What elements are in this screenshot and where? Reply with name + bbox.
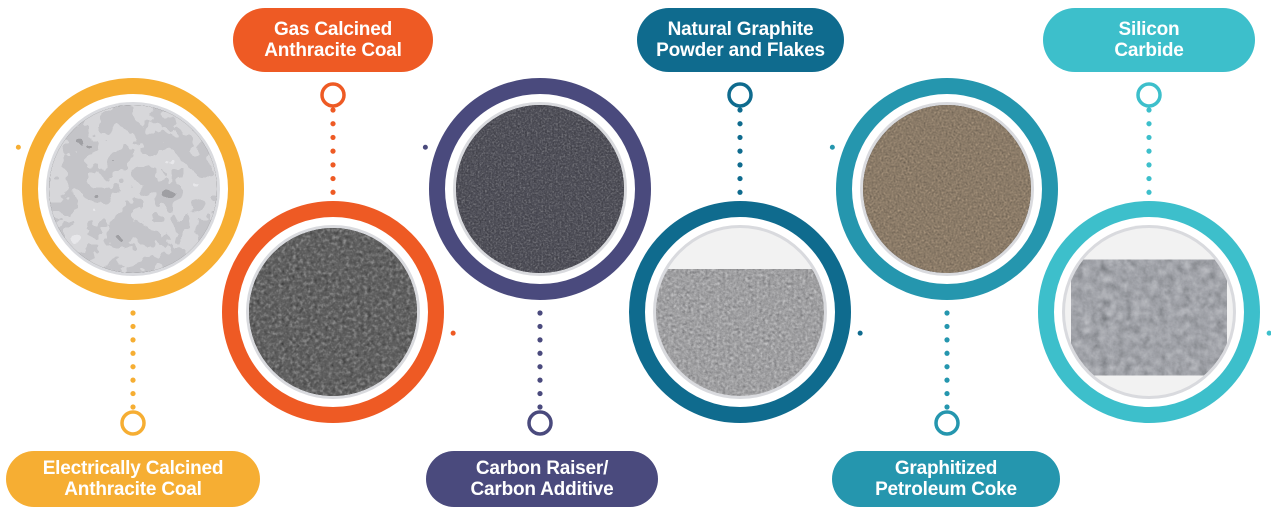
gas-calcined-anthracite-coal-connector-dot	[330, 121, 336, 127]
gas-calcined-anthracite-coal-connector-dot	[330, 162, 336, 168]
graphitized-petroleum-coke-connector-dot	[944, 364, 950, 370]
gas-calcined-anthracite-coal-label-line1: Gas Calcined	[274, 19, 392, 40]
silicon-carbide-connector-dot	[1146, 175, 1152, 182]
carbon-raiser-carbon-additive-label: Carbon Raiser/Carbon Additive	[426, 451, 658, 507]
silicon-carbide-label-line2: Carbide	[1114, 40, 1184, 61]
graphitized-petroleum-coke-connector-dot	[944, 390, 950, 397]
gas-calcined-anthracite-coal-connector-dot	[330, 107, 336, 113]
silicon-carbide-connector-dot	[1146, 121, 1152, 127]
natural-graphite-powder-and-flakes-ring	[629, 201, 851, 423]
electrically-calcined-anthracite-coal-connector-dot	[130, 404, 136, 410]
gas-calcined-anthracite-coal-label: Gas Calcined Anthracite Coal	[233, 8, 433, 72]
electrically-calcined-anthracite-coal-connector-dot	[130, 390, 136, 397]
gas-calcined-anthracite-coal-connector-dot	[330, 134, 336, 141]
carbon-raiser-carbon-additive-connector-dot	[537, 377, 543, 383]
natural-graphite-powder-and-flakes-photo	[656, 269, 824, 396]
electrically-calcined-anthracite-coal-connector-dot	[130, 323, 136, 330]
gas-calcined-anthracite-coal-ring	[222, 201, 444, 423]
carbon-raiser-carbon-additive-ring	[429, 78, 651, 300]
graphitized-petroleum-coke-photo	[863, 105, 1031, 273]
natural-graphite-powder-and-flakes-label-line1: Natural Graphite	[667, 19, 814, 40]
graphitized-petroleum-coke-ring	[836, 78, 1058, 300]
graphitized-petroleum-coke-connector-dot	[944, 323, 950, 330]
silicon-carbide-ring	[1038, 201, 1260, 423]
graphitized-petroleum-coke-connector-dot	[944, 377, 950, 383]
natural-graphite-powder-and-flakes-connector-dot	[737, 134, 743, 141]
gas-calcined-anthracite-coal-connector-dot	[330, 148, 336, 154]
electrically-calcined-anthracite-coal-label-line2: Anthracite Coal	[64, 479, 202, 500]
gas-calcined-anthracite-coal-photo	[249, 228, 417, 396]
silicon-carbide-marker-ring	[1136, 82, 1162, 108]
carbon-raiser-carbon-additive-connector-dot	[537, 404, 543, 410]
carbon-raiser-carbon-additive-label-line2: Carbon Additive	[470, 479, 614, 500]
electrically-calcined-anthracite-coal-connector-dot	[130, 310, 136, 316]
carbon-raiser-carbon-additive-photo	[456, 105, 624, 273]
silicon-carbide-label: Silicon Carbide	[1043, 8, 1255, 72]
silicon-carbide-connector-dot	[1146, 107, 1152, 113]
natural-graphite-powder-and-flakes-label: Natural Graphite Powder and Flakes	[637, 8, 844, 72]
silicon-carbide-connector-dot	[1146, 189, 1152, 195]
natural-graphite-powder-and-flakes-connector-dot	[737, 107, 743, 113]
graphitized-petroleum-coke-connector-dot	[944, 337, 950, 343]
silicon-carbide-label-line1: Silicon	[1118, 19, 1180, 40]
gas-calcined-anthracite-coal-label-line2: Anthracite Coal	[264, 40, 402, 61]
graphitized-petroleum-coke-label: Graphitized Petroleum Coke	[832, 451, 1060, 507]
silicon-carbide-connector-dot	[1146, 203, 1152, 209]
natural-graphite-powder-and-flakes-connector-dot	[737, 148, 743, 154]
natural-graphite-powder-and-flakes-connector-dot	[737, 121, 743, 127]
carbon-raiser-carbon-additive-connector-dot	[537, 323, 543, 330]
carbon-raiser-carbon-additive-connector-dot	[537, 390, 543, 397]
carbon-raiser-carbon-additive-connector-dot	[537, 350, 543, 356]
carbon-raiser-carbon-additive-label-line1: Carbon Raiser/	[475, 458, 609, 479]
natural-graphite-powder-and-flakes-label-line2: Powder and Flakes	[656, 40, 825, 61]
silicon-carbide-connector-dot	[1146, 162, 1152, 168]
silicon-carbide-connector-dot	[1146, 134, 1152, 141]
carbon-raiser-carbon-additive-connector-dot	[537, 364, 543, 370]
gas-calcined-anthracite-coal-marker-ring	[320, 82, 346, 108]
graphitized-petroleum-coke-label-line2: Petroleum Coke	[875, 479, 1017, 500]
carbon-raiser-carbon-additive-connector-dot	[537, 310, 543, 316]
gas-calcined-anthracite-coal-connector-dot	[330, 189, 336, 195]
electrically-calcined-anthracite-coal-connector-dot	[130, 377, 136, 383]
graphitized-petroleum-coke-label-line1: Graphitized	[894, 458, 998, 479]
electrically-calcined-anthracite-coal-connector-dot	[130, 337, 136, 343]
natural-graphite-powder-and-flakes-connector-dot	[737, 162, 743, 168]
graphitized-petroleum-coke-connector-dot	[944, 350, 950, 356]
carbon-raiser-carbon-additive-connector-dot	[537, 337, 543, 343]
natural-graphite-powder-and-flakes-connector-dot	[737, 203, 743, 209]
gas-calcined-anthracite-coal-connector-dot	[330, 175, 336, 182]
electrically-calcined-anthracite-coal-label: Electrically Calcined Anthracite Coal	[6, 451, 260, 507]
electrically-calcined-anthracite-coal-connector-dot	[130, 350, 136, 356]
graphitized-petroleum-coke-marker-ring	[934, 410, 960, 436]
electrically-calcined-anthracite-coal-ring	[22, 78, 244, 300]
natural-graphite-powder-and-flakes-marker-ring	[727, 82, 753, 108]
gas-calcined-anthracite-coal-connector-dot	[330, 203, 336, 209]
natural-graphite-powder-and-flakes-connector-dot	[737, 189, 743, 195]
silicon-carbide-photo	[1071, 259, 1227, 376]
graphitized-petroleum-coke-connector-dot	[944, 310, 950, 316]
carbon-raiser-carbon-additive-marker-ring	[527, 410, 553, 436]
graphitized-petroleum-coke-connector-dot	[944, 404, 950, 410]
electrically-calcined-anthracite-coal-label-line1: Electrically Calcined	[42, 458, 224, 479]
electrically-calcined-anthracite-coal-marker-ring	[120, 410, 146, 436]
electrically-calcined-anthracite-coal-photo	[49, 105, 217, 273]
electrically-calcined-anthracite-coal-connector-dot	[130, 364, 136, 370]
natural-graphite-powder-and-flakes-connector-dot	[737, 175, 743, 182]
silicon-carbide-connector-dot	[1146, 148, 1152, 154]
